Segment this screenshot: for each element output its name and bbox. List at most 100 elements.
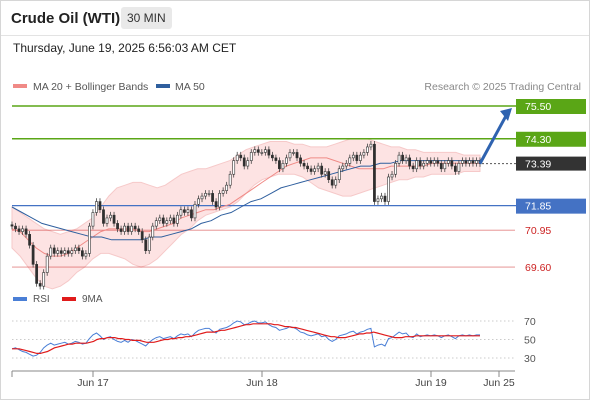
chart-legend: MA 20 + Bollinger Bands MA 50 Research ©… <box>13 81 581 93</box>
candle <box>88 222 91 257</box>
last-price-label: 73.39 <box>525 159 551 171</box>
candle <box>302 160 306 170</box>
candle <box>446 157 450 167</box>
candle <box>242 154 246 170</box>
ma9-legend-label: 9MA <box>82 294 103 305</box>
candle <box>190 206 193 222</box>
ma20-legend-swatch <box>13 84 27 88</box>
candle <box>383 192 387 205</box>
candle <box>341 162 345 173</box>
candle <box>52 244 56 257</box>
time-axis: Jun 17 Jun 18 Jun 19 Jun 25 <box>11 370 515 389</box>
candle <box>351 151 355 162</box>
candle <box>137 225 141 235</box>
candle <box>390 170 394 181</box>
time-axis-label: Jun 18 <box>246 377 278 389</box>
candle <box>73 244 77 254</box>
candle <box>21 225 24 235</box>
timeframe-button[interactable]: 30 MIN <box>121 7 172 29</box>
candle <box>453 162 457 175</box>
candle <box>418 157 422 170</box>
candle <box>80 247 84 260</box>
candle <box>411 162 415 173</box>
candle <box>366 143 369 156</box>
candle <box>207 190 211 197</box>
candle <box>369 140 373 151</box>
chart-header: Crude Oil (WTI) 30 MIN <box>0 0 590 36</box>
candle <box>116 220 119 233</box>
candle <box>320 162 324 178</box>
level-label-71.85: 71.85 <box>525 201 551 213</box>
candle <box>306 162 309 173</box>
level-label-75.50: 75.50 <box>525 101 551 113</box>
candle <box>14 222 17 233</box>
candle <box>313 165 316 175</box>
candle <box>70 247 74 257</box>
candle <box>147 233 151 254</box>
candle <box>436 157 440 167</box>
candle <box>56 247 60 257</box>
candle <box>200 192 204 203</box>
candle <box>66 247 70 257</box>
candle <box>355 151 359 164</box>
candle <box>165 217 169 227</box>
ma20-legend-label: MA 20 + Bollinger Bands <box>33 81 148 93</box>
level-label-70.95: 70.95 <box>525 225 551 237</box>
candle <box>24 225 28 238</box>
candle <box>450 157 454 170</box>
candle <box>183 206 186 216</box>
candle <box>214 198 218 211</box>
level-label-69.60: 69.60 <box>525 262 551 274</box>
candle <box>299 154 302 167</box>
candle <box>38 280 42 290</box>
candle <box>475 157 478 167</box>
candle <box>59 247 63 257</box>
candle <box>362 149 366 159</box>
candle <box>249 149 253 164</box>
ma50-legend-label: MA 50 <box>175 81 205 93</box>
candle <box>439 160 443 173</box>
candle <box>376 195 380 205</box>
candle <box>17 225 21 235</box>
time-axis-label: Jun 17 <box>77 377 109 389</box>
candle <box>387 173 390 205</box>
candle <box>281 160 285 173</box>
candle <box>373 140 376 205</box>
candle <box>443 160 447 173</box>
candle <box>288 149 292 162</box>
candle <box>112 211 116 227</box>
candle <box>28 231 31 249</box>
research-credit: Research © 2025 Trading Central <box>424 81 581 93</box>
rsi-line <box>11 320 480 357</box>
candle <box>42 269 46 290</box>
candle <box>98 198 102 214</box>
candle <box>337 165 341 183</box>
time-axis-label: Jun 25 <box>483 377 515 389</box>
candle <box>123 222 126 235</box>
candle <box>344 160 348 170</box>
candle <box>457 160 461 175</box>
candle <box>102 206 105 227</box>
candle <box>278 157 281 173</box>
candle <box>91 209 95 230</box>
candle <box>218 190 221 211</box>
candle <box>179 206 183 219</box>
candle <box>256 146 260 156</box>
rsi-tick-label: 30 <box>524 353 536 365</box>
candle <box>274 154 278 164</box>
chart-datetime: Thursday, June 19, 2025 6:56:03 AM CET <box>13 41 237 55</box>
candle <box>35 261 39 287</box>
candle <box>263 146 267 156</box>
candle <box>380 192 383 203</box>
rsi-tick-label: 50 <box>524 335 536 347</box>
candle <box>468 157 471 167</box>
candle <box>158 214 162 224</box>
candle <box>168 214 172 224</box>
candle <box>425 157 429 167</box>
rsi-tick-label: 70 <box>524 316 536 328</box>
candle <box>232 157 236 178</box>
rsi-legend: RSI 9MA <box>13 294 103 305</box>
rsi-chart: 70 50 30 <box>11 316 536 365</box>
candle <box>225 181 229 194</box>
